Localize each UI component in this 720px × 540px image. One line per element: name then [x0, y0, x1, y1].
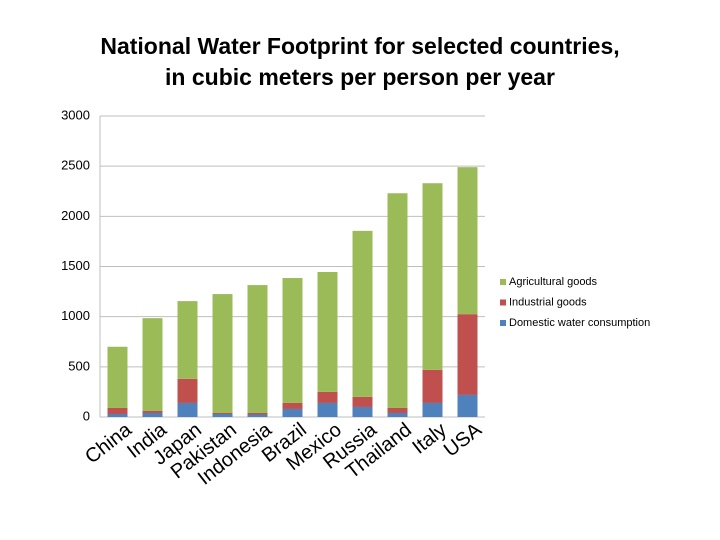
- legend-swatch: [500, 299, 506, 306]
- bar-segment: [317, 402, 338, 417]
- legend-swatch: [500, 279, 506, 285]
- bar-segment: [177, 301, 198, 379]
- x-tick-label: USA: [440, 418, 486, 461]
- bar-segment: [422, 183, 443, 370]
- bar-segment: [212, 413, 233, 417]
- bar-segment: [177, 402, 198, 417]
- bar-segment: [457, 167, 478, 315]
- y-tick-label: 2500: [61, 158, 90, 173]
- bar-segment: [282, 278, 303, 403]
- bar-segment: [142, 318, 163, 411]
- bar-segment: [107, 407, 128, 414]
- bar-segment: [317, 391, 338, 403]
- legend-swatch: [500, 320, 506, 326]
- bar-segment: [422, 369, 443, 403]
- bar-segment: [317, 272, 338, 392]
- bar-segment: [142, 412, 163, 417]
- bar-segment: [352, 230, 373, 397]
- chart-title: National Water Footprint for selected co…: [100, 33, 619, 59]
- bar-segment: [282, 408, 303, 417]
- bar-segment: [387, 412, 408, 417]
- chart-title: in cubic meters per person per year: [165, 64, 555, 90]
- bar-segment: [142, 410, 163, 413]
- bar-segment: [457, 394, 478, 417]
- bar-segment: [457, 314, 478, 395]
- bar-segment: [247, 285, 268, 413]
- legend-label: Domestic water consumption: [509, 317, 650, 329]
- bar-segment: [107, 413, 128, 417]
- x-tick-label: Italy: [408, 419, 450, 459]
- y-tick-label: 1000: [61, 308, 90, 323]
- bar-segment: [247, 414, 268, 417]
- bar-segment: [352, 406, 373, 417]
- legend-label: Industrial goods: [509, 296, 587, 308]
- y-tick-label: 1500: [61, 258, 90, 273]
- bar-segment: [282, 402, 303, 409]
- y-tick-label: 2000: [61, 208, 90, 223]
- bar-segment: [107, 346, 128, 408]
- bar-segment: [387, 407, 408, 413]
- legend-label: Agricultural goods: [509, 276, 598, 288]
- bar-segment: [387, 193, 408, 408]
- bar-segment: [247, 412, 268, 415]
- bar-segment: [212, 294, 233, 413]
- y-tick-label: 0: [83, 408, 90, 423]
- bar-segment: [212, 412, 233, 414]
- y-tick-label: 3000: [61, 107, 90, 122]
- bar-segment: [177, 378, 198, 403]
- bar-segment: [352, 396, 373, 407]
- y-tick-label: 500: [68, 358, 90, 373]
- bar-segment: [422, 402, 443, 417]
